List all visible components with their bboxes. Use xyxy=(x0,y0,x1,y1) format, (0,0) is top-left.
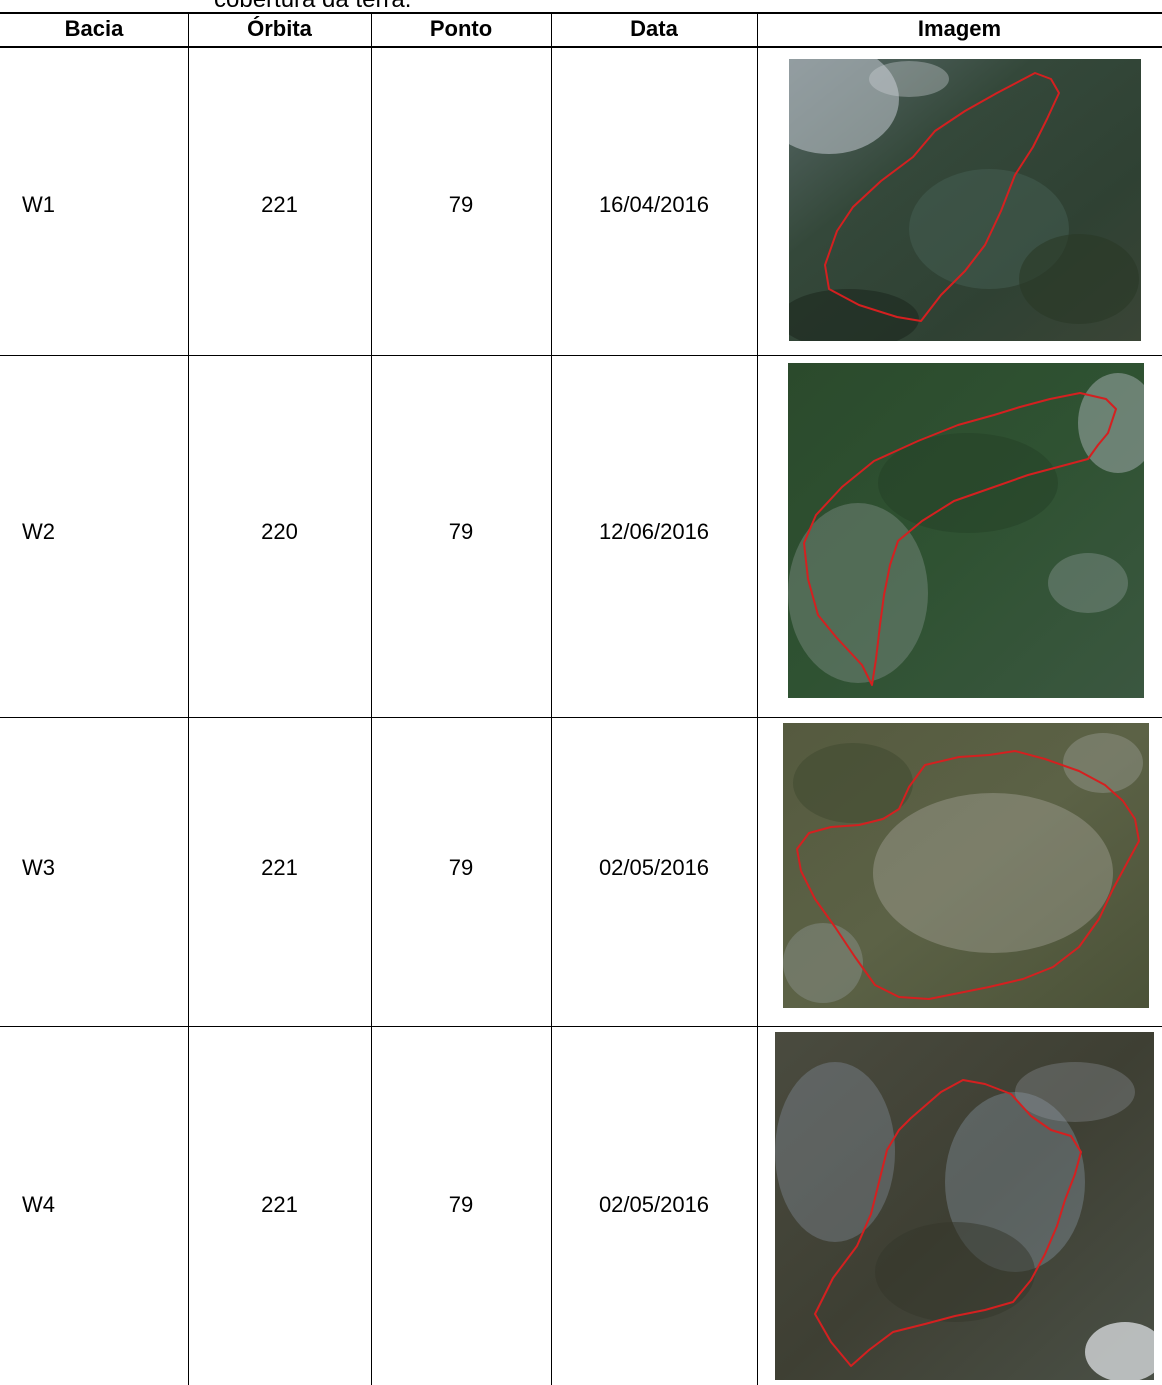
col-divider-4 xyxy=(757,12,758,1385)
col-divider-3 xyxy=(551,12,552,1385)
table-row-3-bacia: W3 xyxy=(22,855,55,880)
table-row-4-bacia: W4 xyxy=(22,1192,55,1217)
table-row-3-orbita: 221 xyxy=(261,855,298,880)
table-row-1-data: 16/04/2016 xyxy=(598,192,710,217)
table-row-3-data: 02/05/2016 xyxy=(598,855,710,880)
table-row-4-orbita: 221 xyxy=(261,1192,298,1217)
table-row-2-bacia: W2 xyxy=(22,519,55,544)
header-imagem: Imagem xyxy=(917,16,1002,41)
col-divider-1 xyxy=(188,12,189,1385)
table-row-1-orbita: 221 xyxy=(261,192,298,217)
header-ponto: Ponto xyxy=(429,16,493,41)
table-caption: cobertura da terra. xyxy=(214,0,411,14)
table-row-3-ponto: 79 xyxy=(448,855,474,880)
table-row-2-ponto: 79 xyxy=(448,519,474,544)
table-row-4-data: 02/05/2016 xyxy=(598,1192,710,1217)
table-row-1-bacia: W1 xyxy=(22,192,55,217)
col-divider-2 xyxy=(371,12,372,1385)
table-row-2-orbita: 220 xyxy=(261,519,298,544)
header-top-border xyxy=(0,12,1162,14)
header-bottom-border xyxy=(0,46,1162,48)
satellite-image-w4 xyxy=(775,1032,1154,1380)
header-orbita: Órbita xyxy=(247,16,312,41)
table-row-2-data: 12/06/2016 xyxy=(598,519,710,544)
row-divider-1 xyxy=(0,355,1162,356)
satellite-image-w1 xyxy=(789,59,1141,341)
satellite-image-w2 xyxy=(788,363,1144,698)
header-data: Data xyxy=(630,16,678,41)
table-row-4-ponto: 79 xyxy=(448,1192,474,1217)
table-row-1-ponto: 79 xyxy=(448,192,474,217)
row-divider-2 xyxy=(0,717,1162,718)
header-bacia: Bacia xyxy=(64,16,124,41)
row-divider-3 xyxy=(0,1026,1162,1027)
satellite-image-w3 xyxy=(783,723,1149,1008)
